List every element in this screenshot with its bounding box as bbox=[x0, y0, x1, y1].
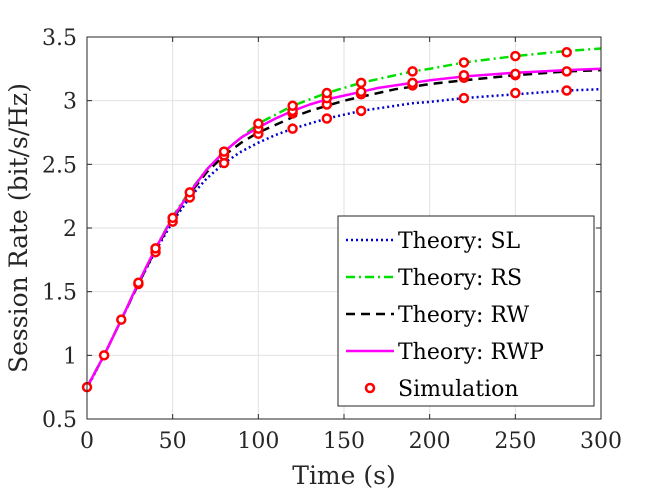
x-tick-label: 300 bbox=[580, 429, 622, 454]
simulation-marker bbox=[116, 314, 127, 325]
x-tick-label: 0 bbox=[80, 429, 94, 454]
legend-label-rs: Theory: RS bbox=[398, 266, 522, 291]
simulation-marker bbox=[184, 187, 196, 198]
legend: Theory: SL Theory: RS Theory: RW Theory: RW… bbox=[337, 215, 595, 407]
x-tick-label: 100 bbox=[237, 429, 279, 454]
legend-box bbox=[337, 215, 595, 407]
simulation-marker bbox=[287, 123, 298, 134]
simulation-marker bbox=[253, 118, 264, 129]
simulation-marker bbox=[150, 243, 161, 254]
y-tick-label: 0.5 bbox=[42, 408, 77, 433]
axes: 0 50 100 150 200 250 300 0.5 1 1.5 2 2.5 3 3.5 Time (s… bbox=[4, 26, 622, 490]
simulation-marker bbox=[458, 57, 470, 68]
y-tick-label: 2.5 bbox=[42, 153, 77, 178]
simulation-marker bbox=[407, 77, 418, 89]
legend-label-rw: Theory: RW bbox=[398, 303, 530, 328]
simulation-marker bbox=[510, 87, 521, 99]
simulation-marker bbox=[321, 113, 333, 124]
simulation-marker bbox=[458, 92, 470, 104]
simulation-marker bbox=[458, 69, 470, 81]
simulation-markers bbox=[81, 47, 572, 393]
legend-label-simulation: Simulation bbox=[398, 377, 519, 402]
simulation-marker bbox=[561, 47, 572, 58]
x-tick-label: 150 bbox=[323, 429, 365, 454]
simulation-marker bbox=[561, 66, 572, 77]
y-tick-label: 1.5 bbox=[42, 281, 77, 306]
simulation-marker bbox=[355, 105, 367, 117]
y-tick-label: 3 bbox=[63, 90, 77, 115]
simulation-marker bbox=[355, 86, 367, 98]
simulation-marker bbox=[407, 66, 418, 77]
y-axis-label: Session Rate (bit/s/Hz) bbox=[4, 83, 33, 373]
simulation-marker bbox=[98, 350, 110, 361]
simulation-marker bbox=[287, 100, 298, 112]
legend-label-rwp: Theory: RWP bbox=[398, 340, 544, 365]
y-tick-label: 2 bbox=[63, 217, 77, 242]
simulation-marker bbox=[561, 85, 572, 96]
y-tick-label: 1 bbox=[63, 344, 77, 369]
legend-label-sl: Theory: SL bbox=[398, 229, 521, 254]
simulation-marker bbox=[167, 212, 178, 224]
x-tick-label: 250 bbox=[494, 429, 536, 454]
x-tick-label: 50 bbox=[159, 429, 187, 454]
simulation-marker bbox=[510, 68, 521, 80]
simulation-marker bbox=[355, 77, 367, 89]
x-tick-label: 200 bbox=[409, 429, 451, 454]
simulation-marker bbox=[321, 87, 333, 99]
simulation-marker bbox=[133, 277, 144, 289]
simulation-marker bbox=[218, 146, 230, 157]
x-axis-label: Time (s) bbox=[292, 461, 395, 490]
simulation-marker bbox=[510, 50, 521, 62]
legend-swatch-simulation bbox=[364, 382, 376, 394]
y-tick-label: 3.5 bbox=[42, 26, 77, 51]
